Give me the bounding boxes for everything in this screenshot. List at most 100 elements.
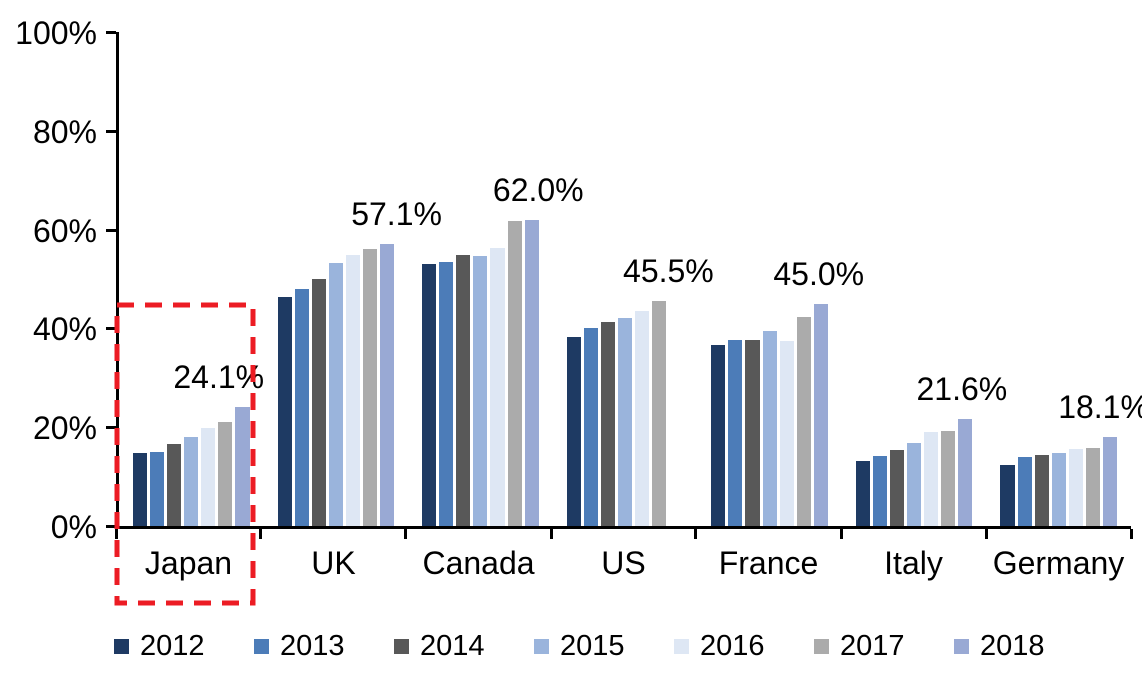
bar-italy-2015 [907,443,922,526]
bar-germany-2016 [1068,449,1083,526]
x-tick-mark [114,529,118,539]
y-tick-mark [106,228,116,232]
legend-item-2012: 2012 [114,629,254,663]
bar-groups: 24.1% 57.1% 62.0% 45.5% 45.0% 21.6% 18.1% [119,32,1142,526]
plot-area: 24.1% 57.1% 62.0% 45.5% 45.0% 21.6% 18.1% [116,32,1142,529]
x-tick-mark [549,529,553,539]
bar-germany-2014 [1034,455,1049,526]
x-tick-mark [259,529,263,539]
bar-canada-2012 [422,263,437,526]
bar-japan-2016 [201,427,216,526]
bar-france-2015 [762,331,777,526]
legend-label-2016: 2016 [700,630,765,662]
bar-uk-2013 [294,289,309,526]
x-tick-mark [984,529,988,539]
y-tick-mark [106,525,116,528]
legend-label-2018: 2018 [980,630,1045,662]
bar-group-canada: 62.0% [408,32,584,526]
x-axis-label-canada: Canada [422,545,535,581]
bar-france-2014 [745,340,760,526]
y-axis-tick-label: 80% [32,113,97,150]
bar-canada-2013 [439,261,454,526]
x-axis-label-france: France [718,545,819,581]
legend: 2012 2013 2014 2015 2016 2017 2018 [114,629,1094,663]
legend-item-2017: 2017 [814,629,954,663]
bar-canada-2018 [524,219,539,526]
bar-germany-2013 [1017,457,1032,526]
y-axis-tick-label: 40% [32,311,97,348]
bar-germany-2012 [1000,465,1015,526]
x-tick-mark [1129,529,1133,539]
x-axis-label-italy: Italy [884,545,943,581]
bar-italy-2016 [924,432,939,526]
data-label-canada: 62.0% [492,171,584,208]
x-axis-label-uk: UK [311,545,356,581]
legend-item-2013: 2013 [254,629,394,663]
bar-uk-2017 [362,248,378,526]
legend-label-2012: 2012 [140,630,205,662]
legend-swatch-2015 [534,638,549,654]
data-label-us: 45.5% [623,253,714,290]
bar-canada-2017 [507,221,522,526]
y-axis-tick-label: 0% [50,509,97,545]
bar-uk-2014 [311,279,326,526]
data-label-uk: 57.1% [351,195,442,232]
bar-group-uk: 57.1% [264,32,442,526]
bar-us-2017 [652,301,667,526]
y-tick-mark [106,426,116,430]
data-label-germany: 18.1% [1058,388,1142,425]
bar-germany-2017 [1085,447,1100,526]
x-tick-mark [694,529,698,539]
legend-swatch-2018 [954,638,969,654]
bar-group-italy: 21.6% [842,32,1007,526]
bar-uk-2016 [345,254,360,526]
bar-japan-2015 [184,436,199,526]
bar-france-2017 [796,316,811,526]
y-axis-tick-label: 20% [32,410,97,447]
bar-canada-2015 [473,255,488,526]
y-axis-tick-label: 60% [32,212,97,249]
bar-italy-2012 [855,460,870,526]
bar-france-2018 [813,303,828,526]
bar-uk-2015 [328,262,343,526]
x-tick-mark [404,529,408,539]
data-label-france: 45.0% [773,255,865,292]
bar-group-us: 45.5% [553,32,714,526]
data-label-japan: 24.1% [173,358,265,395]
bar-italy-2018 [958,419,973,526]
bar-france-2016 [779,341,794,526]
bar-japan-2017 [218,422,233,526]
x-axis-label-japan: Japan [144,545,233,581]
bar-us-2014 [600,322,615,526]
y-tick-mark [106,31,116,34]
legend-swatch-2013 [254,638,269,654]
bar-italy-2013 [872,455,888,526]
x-axis-label-germany: Germany [992,545,1125,581]
bar-germany-2018 [1102,436,1118,526]
x-axis-ticks [114,529,1133,540]
bar-group-japan: 24.1% [119,32,264,526]
y-tick-mark [106,327,116,331]
bar-japan-2018 [235,406,250,526]
legend-swatch-2016 [674,638,689,654]
legend-item-2014: 2014 [394,629,534,663]
legend-item-2016: 2016 [674,629,814,663]
bar-japan-2014 [167,444,182,526]
bar-group-germany: 18.1% [986,32,1142,526]
legend-label-2015: 2015 [560,630,625,662]
bar-us-2015 [617,318,633,526]
bar-canada-2014 [456,254,471,526]
legend-label-2014: 2014 [420,630,485,662]
bar-japan-2012 [133,452,148,526]
bar-italy-2017 [941,430,956,526]
bar-uk-2012 [277,297,292,526]
bar-germany-2015 [1051,452,1066,526]
legend-swatch-2014 [394,638,409,654]
bar-italy-2014 [890,449,905,526]
bar-us-2013 [583,328,598,526]
x-tick-mark [839,529,843,539]
bar-group-france: 45.0% [697,32,864,526]
data-label-italy: 21.6% [916,371,1008,408]
legend-label-2013: 2013 [280,630,345,662]
